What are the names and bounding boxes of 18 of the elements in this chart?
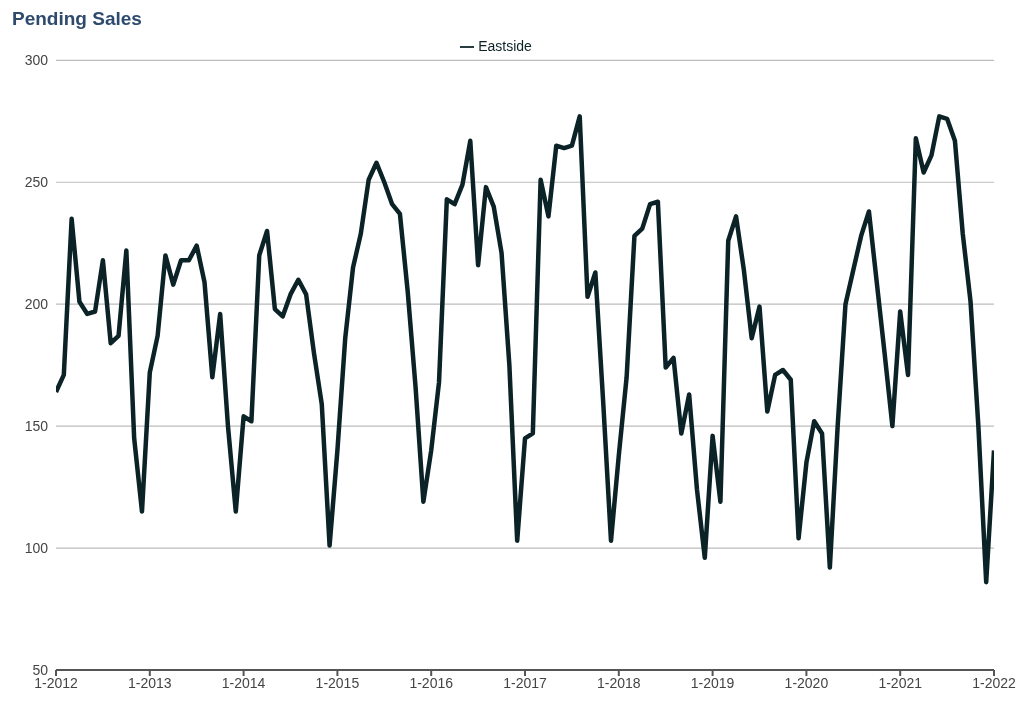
x-tick-label: 1-2018	[597, 674, 641, 691]
line-series	[56, 114, 994, 585]
y-tick-label: 300	[24, 52, 49, 69]
y-tick-label: 200	[24, 296, 49, 313]
x-tick-label: 1-2017	[503, 674, 548, 691]
x-tick-label: 1-2013	[128, 674, 172, 691]
x-tick-label: 1-2016	[409, 674, 454, 691]
y-tick-label: 150	[24, 418, 49, 435]
x-tick-label: 1-2015	[315, 674, 360, 691]
x-tick-label: 1-2020	[784, 674, 829, 691]
legend-label: Eastside	[478, 38, 532, 54]
x-tick-label: 1-2019	[690, 674, 735, 691]
x-tick-label: 1-2021	[878, 674, 923, 691]
y-tick-label: 250	[24, 174, 49, 191]
x-tick-label: 1-2014	[221, 674, 266, 691]
chart-title: Pending Sales	[11, 8, 143, 31]
y-tick-label: 100	[24, 540, 49, 557]
x-tick-label: 1-2022	[972, 674, 1017, 691]
